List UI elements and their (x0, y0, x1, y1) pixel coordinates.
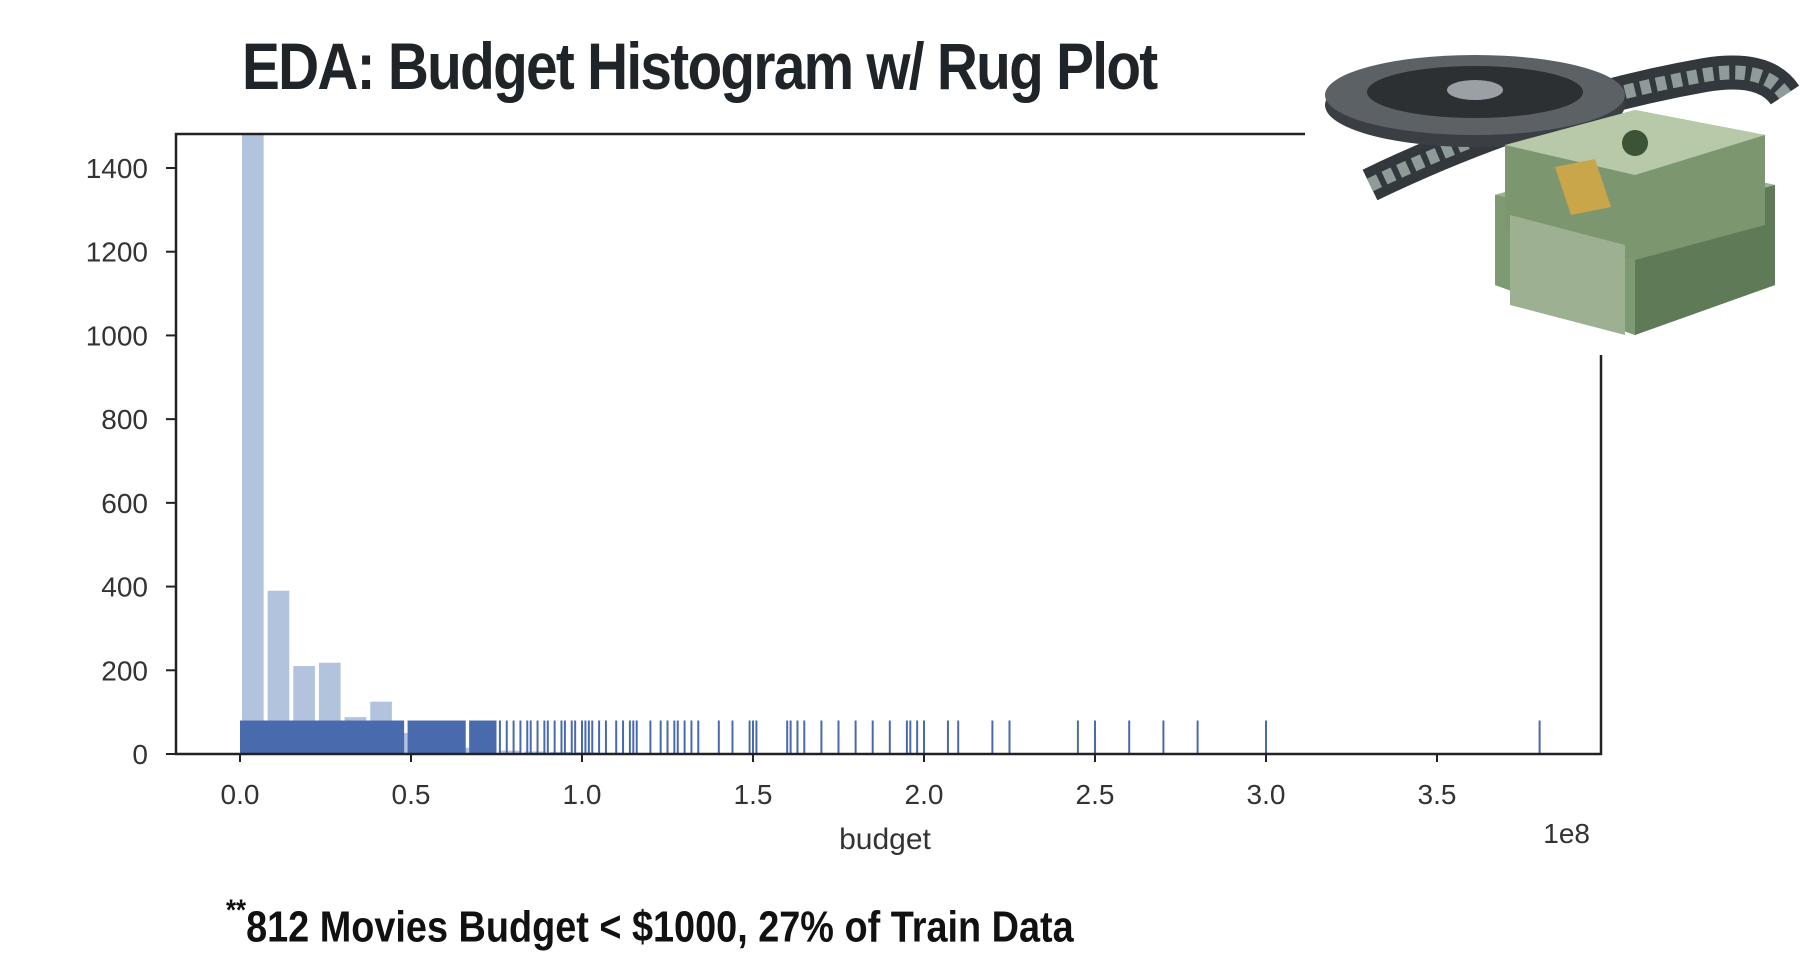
y-tick-label: 0 (132, 739, 148, 770)
footnote: **812 Movies Budget < $1000, 27% of Trai… (226, 894, 1074, 953)
y-tick-label: 800 (101, 404, 148, 435)
x-tick-label: 2.0 (905, 779, 944, 810)
x-tick-label: 1.5 (734, 779, 773, 810)
y-tick-label: 600 (101, 488, 148, 519)
x-tick-label: 3.0 (1247, 779, 1286, 810)
y-tick-label: 1200 (86, 237, 148, 268)
slide-title: EDA: Budget Histogram w/ Rug Plot (242, 29, 1158, 103)
x-tick-label: 3.5 (1418, 779, 1457, 810)
x-axis-title: budget (839, 823, 931, 856)
histogram-bar (242, 134, 264, 754)
x-tick-label: 2.5 (1076, 779, 1115, 810)
rug-dense-band (407, 720, 466, 754)
rug-dense-band (469, 720, 497, 754)
x-tick-label: 1.0 (563, 779, 602, 810)
film-reel-and-cash-image (1305, 35, 1800, 355)
x-tick-label: 0.5 (392, 779, 431, 810)
y-tick-label: 400 (101, 572, 148, 603)
y-tick-label: 1400 (86, 153, 148, 184)
histogram-bar (267, 590, 290, 754)
plot-frame (174, 132, 1603, 756)
histogram-bar (524, 751, 546, 754)
y-tick-label: 200 (101, 655, 148, 686)
footnote-marker: ** (226, 894, 247, 927)
rug-dense-band (240, 720, 405, 754)
x-tick-label: 0.0 (221, 779, 260, 810)
footnote-text: 812 Movies Budget < $1000, 27% of Train … (246, 902, 1074, 952)
histogram-bar (498, 750, 521, 754)
x-axis-offset-label: 1e8 (1543, 818, 1590, 849)
y-tick-label: 1000 (86, 320, 148, 351)
